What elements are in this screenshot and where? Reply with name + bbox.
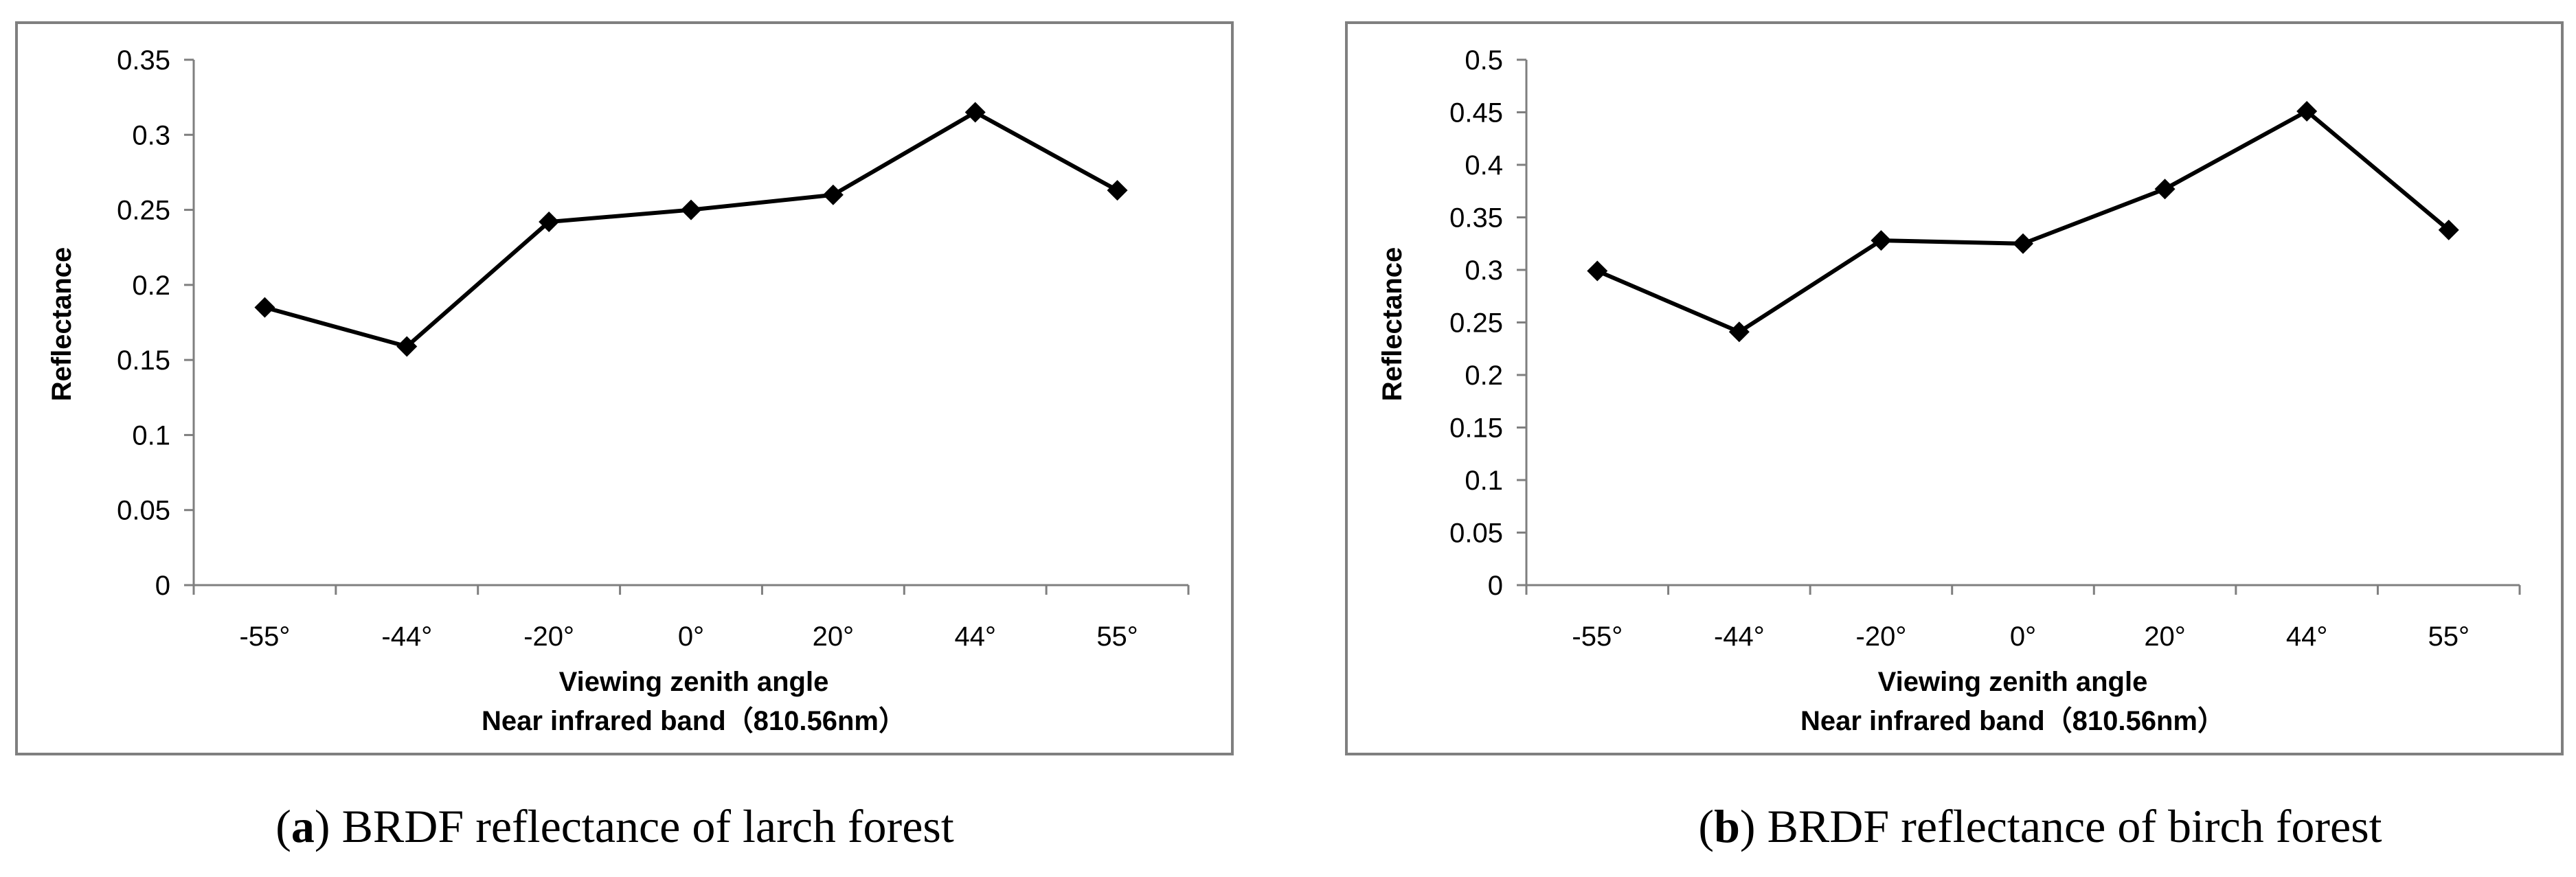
chart-a-ylabel: Reflectance: [47, 247, 77, 402]
chart-a-data-point: [1107, 180, 1128, 201]
chart-a-y-tick-label: 0.15: [117, 345, 170, 376]
chart-a-data-point: [396, 336, 418, 357]
chart-b-x-tick-label: -44°: [1714, 622, 1765, 652]
chart-a-data-point: [822, 184, 844, 205]
chart-b-y-tick-label: 0.15: [1449, 413, 1503, 444]
chart-a-y-tick-label: 0.1: [132, 420, 170, 451]
chart-b-y-tick-label: 0.35: [1449, 203, 1503, 234]
chart-b-data-point: [2154, 179, 2176, 200]
caption-a: (a) BRDF reflectance of larch forest: [275, 800, 954, 852]
chart-b-y-tick-label: 0: [1488, 571, 1503, 601]
chart-a: 0 0.05 0.1 0.15 0.2 0.25 0.3 0.35 -55° -44° -20° 0°…: [117, 45, 1190, 652]
chart-b-x-tick-label: 44°: [2286, 622, 2328, 652]
chart-b-y-tick-label: 0.3: [1465, 255, 1503, 286]
chart-b-y-tick-label: 0.05: [1449, 519, 1503, 549]
chart-a-data-point: [254, 297, 275, 318]
chart-b-x-tick-label: -55°: [1572, 622, 1623, 652]
chart-a-y-tick-label: 0.25: [117, 196, 170, 226]
chart-a-y-tick-label: 0.3: [132, 120, 170, 150]
chart-a-x-tick-label: 20°: [813, 622, 855, 652]
chart-b-data-point: [1728, 321, 1750, 343]
chart-b-data-point: [2438, 219, 2459, 240]
chart-a-x-tick-label: 0°: [678, 622, 704, 652]
chart-b-xlabel2: Near infrared band（810.56nm）: [1800, 706, 2225, 736]
chart-b-y-tick-label: 0.45: [1449, 98, 1503, 128]
chart-a-y-tick-label: 0: [155, 571, 170, 601]
caption-a-text: BRDF reflectance of larch forest: [342, 800, 954, 852]
chart-a-y-tick-label: 0.35: [117, 45, 170, 76]
chart-b-data-point: [2013, 233, 2033, 254]
chart-b-ylabel: Reflectance: [1377, 247, 1408, 402]
chart-a-y-tick-label: 0.05: [117, 496, 170, 526]
chart-b-frame: [1345, 21, 2564, 755]
chart-b-y-tick-label: 0.2: [1465, 361, 1503, 391]
chart-b-y-tick-label: 0.5: [1465, 45, 1503, 76]
chart-b: 0 0.05 0.1 0.15 0.2 0.25 0.3 0.35 0.4 0.45 0.5 -55°…: [1449, 45, 2521, 652]
caption-a-letter: a: [291, 800, 315, 852]
chart-a-data-point: [681, 199, 701, 220]
chart-a-x-tick-label: -20°: [523, 622, 574, 652]
chart-b-y-tick-label: 0.25: [1449, 308, 1503, 339]
chart-a-x-tick-label: -55°: [240, 622, 291, 652]
chart-a-y-tick-label: 0.2: [132, 271, 170, 301]
chart-a-x-tick-label: 55°: [1096, 622, 1138, 652]
chart-a-xlabel2: Near infrared band（810.56nm）: [482, 706, 906, 736]
chart-a-x-tick-label: -44°: [381, 622, 432, 652]
chart-b-y-tick-label: 0.4: [1465, 150, 1503, 181]
chart-a-data-point: [539, 212, 560, 233]
chart-b-x-tick-label: -20°: [1856, 622, 1907, 652]
chart-b-data-point: [1587, 260, 1608, 282]
caption-b-letter: b: [1714, 800, 1740, 852]
chart-b-x-tick-label: 20°: [2144, 622, 2186, 652]
chart-b-x-tick-label: 55°: [2428, 622, 2470, 652]
chart-b-data-point: [1871, 230, 1892, 251]
chart-a-data-point: [964, 102, 986, 123]
chart-b-data-point: [2296, 100, 2318, 122]
chart-b-x-tick-label: 0°: [2010, 622, 2036, 652]
chart-a-xlabel: Viewing zenith angle: [559, 667, 829, 697]
caption-b-text: BRDF reflectance of birch forest: [1767, 800, 2382, 852]
chart-a-x-tick-label: 44°: [954, 622, 996, 652]
caption-b: (b) BRDF reflectance of birch forest: [1698, 800, 2382, 852]
chart-a-frame: [15, 21, 1234, 755]
panel-a: 0 0.05 0.1 0.15 0.2 0.25 0.3 0.35 -55° -44° -20° 0°…: [15, 21, 1234, 852]
chart-b-y-tick-label: 0.1: [1465, 466, 1503, 496]
chart-b-xlabel: Viewing zenith angle: [1878, 667, 2148, 697]
panel-b: 0 0.05 0.1 0.15 0.2 0.25 0.3 0.35 0.4 0.45 0.5 -55°…: [1345, 21, 2564, 852]
